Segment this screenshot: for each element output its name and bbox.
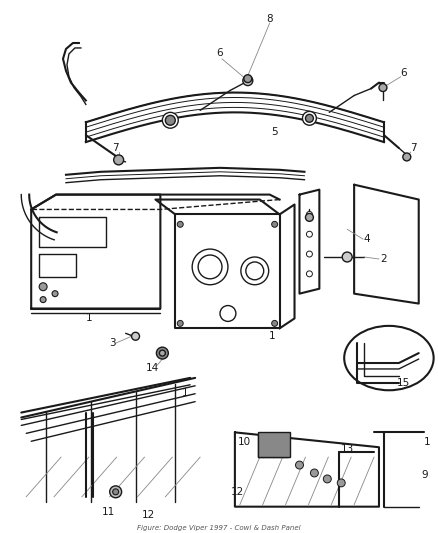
Text: 11: 11 <box>102 507 115 516</box>
Circle shape <box>241 257 268 285</box>
Circle shape <box>272 320 278 326</box>
Circle shape <box>131 332 140 340</box>
Circle shape <box>307 231 312 237</box>
Circle shape <box>243 76 253 86</box>
Ellipse shape <box>344 326 434 390</box>
Circle shape <box>303 111 316 125</box>
Circle shape <box>110 486 122 498</box>
Circle shape <box>307 271 312 277</box>
Circle shape <box>307 212 312 217</box>
Circle shape <box>162 112 178 128</box>
Text: 14: 14 <box>146 363 159 373</box>
Circle shape <box>177 221 183 227</box>
Circle shape <box>307 251 312 257</box>
Circle shape <box>159 350 165 356</box>
Text: 2: 2 <box>381 254 387 264</box>
Text: 13: 13 <box>341 444 354 454</box>
Text: 3: 3 <box>110 338 116 348</box>
Circle shape <box>379 84 387 92</box>
Text: 1: 1 <box>85 313 92 324</box>
Circle shape <box>296 461 304 469</box>
Text: 12: 12 <box>231 487 244 497</box>
Circle shape <box>311 469 318 477</box>
Circle shape <box>305 115 314 122</box>
Circle shape <box>323 475 331 483</box>
Circle shape <box>244 75 252 83</box>
Text: 8: 8 <box>266 14 273 24</box>
Text: 1: 1 <box>268 332 275 341</box>
Text: 5: 5 <box>271 127 278 137</box>
Text: 15: 15 <box>397 378 410 388</box>
Text: 10: 10 <box>238 437 251 447</box>
Circle shape <box>40 297 46 303</box>
Text: Figure: Dodge Viper 1997 - Cowl & Dash Panel: Figure: Dodge Viper 1997 - Cowl & Dash P… <box>137 524 301 530</box>
Circle shape <box>177 320 183 326</box>
Text: 7: 7 <box>113 143 119 153</box>
Circle shape <box>113 489 119 495</box>
Circle shape <box>192 249 228 285</box>
Text: 4: 4 <box>364 234 371 244</box>
Bar <box>258 432 290 457</box>
Text: 7: 7 <box>410 143 417 153</box>
Text: 6: 6 <box>217 48 223 58</box>
Text: 1: 1 <box>424 437 430 447</box>
Circle shape <box>305 213 314 221</box>
Circle shape <box>220 305 236 321</box>
Circle shape <box>272 221 278 227</box>
Circle shape <box>156 347 168 359</box>
Circle shape <box>39 283 47 290</box>
Text: 1: 1 <box>182 387 188 398</box>
Circle shape <box>342 252 352 262</box>
Text: 9: 9 <box>421 470 428 480</box>
Circle shape <box>114 155 124 165</box>
Text: 12: 12 <box>142 510 155 520</box>
Circle shape <box>337 479 345 487</box>
Circle shape <box>403 153 411 161</box>
Text: 6: 6 <box>400 68 407 78</box>
Circle shape <box>165 115 175 125</box>
Circle shape <box>52 290 58 297</box>
